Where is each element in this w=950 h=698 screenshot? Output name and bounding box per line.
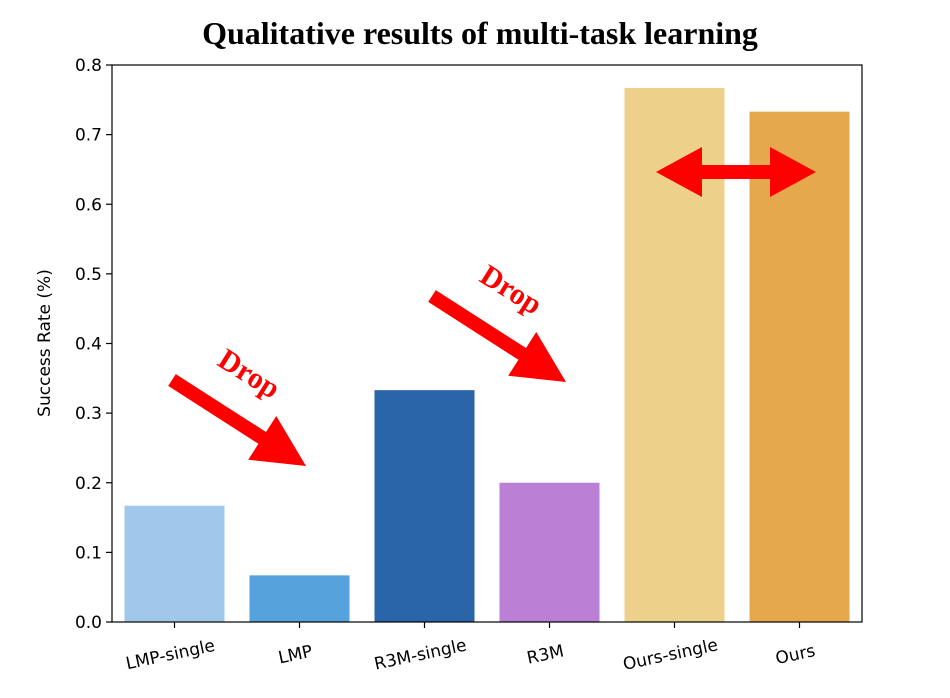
y-tick-label: 0.8 xyxy=(75,56,102,76)
drop-annotation-2: Drop xyxy=(474,258,548,321)
x-tick-label: R3M xyxy=(525,641,566,668)
x-tick-label: LMP-single xyxy=(124,636,217,674)
x-tick-label: Ours-single xyxy=(621,635,720,675)
y-tick-label: 0.4 xyxy=(75,335,102,355)
x-axis: LMP-single LMP R3M-single R3M Ours-single Our… xyxy=(124,622,817,675)
drop-arrow xyxy=(168,374,306,466)
y-tick-label: 0.5 xyxy=(75,265,102,285)
y-axis: 0.0 0.1 0.2 0.3 0.4 0.5 0.6 0.7 0.8 xyxy=(75,56,112,633)
bar-ours xyxy=(749,111,850,623)
y-tick-label: 0.7 xyxy=(75,126,102,146)
bar-lmp-single xyxy=(124,505,225,622)
bar-r3m-single xyxy=(374,390,475,622)
chart-title: Qualitative results of multi-task learni… xyxy=(202,15,758,51)
y-tick-label: 0.6 xyxy=(75,195,102,215)
bar-lmp xyxy=(249,575,350,622)
y-tick-label: 0.3 xyxy=(75,404,102,424)
x-tick-label: Ours xyxy=(774,641,817,669)
y-tick-label: 0.0 xyxy=(75,613,102,633)
double-arrow xyxy=(656,147,816,197)
y-axis-label: Success Rate (%) xyxy=(35,269,55,417)
bars-group xyxy=(124,87,850,623)
x-tick-label: LMP xyxy=(277,642,315,669)
x-tick-label: R3M-single xyxy=(373,636,469,675)
y-tick-label: 0.2 xyxy=(75,474,102,494)
y-tick-label: 0.1 xyxy=(75,543,102,563)
drop-arrow xyxy=(428,290,566,382)
bar-r3m xyxy=(499,482,600,622)
drop-annotation-1: Drop xyxy=(212,342,286,405)
